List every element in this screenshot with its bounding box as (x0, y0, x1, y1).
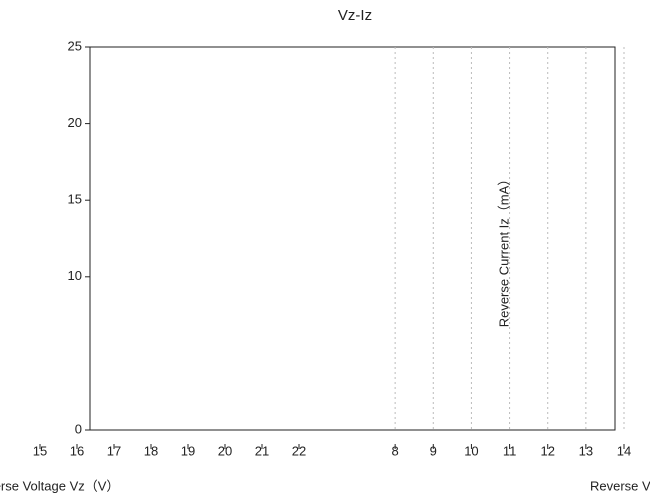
y-tick-label: 10 (68, 268, 82, 283)
plot-frame (90, 47, 615, 430)
x-tick-label: 21 (255, 443, 269, 458)
x-tick-label: 13 (579, 443, 593, 458)
x-tick-label: 8 (392, 443, 399, 458)
x-tick-label: 20 (218, 443, 232, 458)
x-axis-label: Reverse Voltage Vz（V） (0, 478, 119, 493)
y-tick-label: 25 (68, 38, 82, 53)
y-tick-label: 0 (75, 421, 82, 436)
x-tick-label: 17 (107, 443, 121, 458)
x-tick-label: 15 (33, 443, 47, 458)
x-tick-label: 19 (181, 443, 195, 458)
x-axis-label: Reverse Voltage Vz（V） (590, 478, 650, 493)
x-tick-label: 10 (464, 443, 478, 458)
y-axis-label: Reverse Current Iz（mA） (496, 173, 511, 328)
chart-title: Vz-Iz (338, 7, 372, 24)
chart: Vz-Iz 0 10 15 20 25 8 9 10 11 12 13 14 Reverse Volta… (0, 0, 650, 499)
y-tick-label: 15 (68, 192, 82, 207)
x-tick-label: 22 (292, 443, 306, 458)
x-tick-label: 18 (144, 443, 158, 458)
x-tick-label: 11 (503, 443, 517, 458)
y-tick-label: 20 (68, 115, 82, 130)
x-tick-label: 14 (617, 443, 631, 458)
x-tick-label: 9 (430, 443, 437, 458)
x-tick-label: 12 (540, 443, 554, 458)
x-tick-label: 16 (70, 443, 84, 458)
